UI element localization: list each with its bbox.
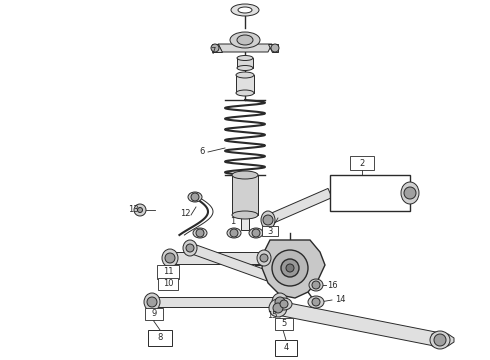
Bar xyxy=(236,75,254,93)
Circle shape xyxy=(271,44,279,52)
Ellipse shape xyxy=(232,171,258,179)
Text: 9: 9 xyxy=(151,310,157,319)
Ellipse shape xyxy=(237,35,253,45)
Circle shape xyxy=(252,229,260,237)
Text: 6: 6 xyxy=(199,148,205,157)
Text: 13: 13 xyxy=(128,206,138,215)
Ellipse shape xyxy=(237,66,253,71)
Bar xyxy=(157,265,179,279)
Circle shape xyxy=(186,244,194,252)
Bar xyxy=(275,340,297,356)
Circle shape xyxy=(281,259,299,277)
Text: 16: 16 xyxy=(327,280,337,289)
Polygon shape xyxy=(262,240,325,298)
Ellipse shape xyxy=(309,279,323,291)
Circle shape xyxy=(147,297,157,307)
Text: 7: 7 xyxy=(210,48,216,57)
Text: 12: 12 xyxy=(180,208,190,217)
Bar xyxy=(350,156,374,170)
Ellipse shape xyxy=(276,298,292,310)
Bar xyxy=(241,215,249,230)
Ellipse shape xyxy=(162,249,178,267)
Ellipse shape xyxy=(249,228,263,238)
Polygon shape xyxy=(170,252,264,264)
Circle shape xyxy=(280,300,288,308)
Polygon shape xyxy=(266,188,332,225)
Text: 11: 11 xyxy=(163,267,173,276)
Circle shape xyxy=(165,253,175,263)
Bar xyxy=(330,175,410,211)
Circle shape xyxy=(273,303,283,313)
Polygon shape xyxy=(188,243,270,281)
Bar xyxy=(158,278,178,290)
Circle shape xyxy=(286,264,294,272)
Circle shape xyxy=(191,193,199,201)
Bar xyxy=(148,330,172,346)
Polygon shape xyxy=(277,301,441,347)
Bar xyxy=(232,175,258,215)
Text: 2: 2 xyxy=(359,158,365,167)
Ellipse shape xyxy=(227,228,241,238)
Ellipse shape xyxy=(236,72,254,78)
Circle shape xyxy=(138,207,143,212)
Bar xyxy=(145,308,163,320)
Circle shape xyxy=(312,281,320,289)
Circle shape xyxy=(134,204,146,216)
Ellipse shape xyxy=(183,240,197,256)
Circle shape xyxy=(260,254,268,262)
Circle shape xyxy=(434,334,446,346)
Ellipse shape xyxy=(144,293,160,311)
Text: 1: 1 xyxy=(230,217,236,226)
Ellipse shape xyxy=(257,250,271,266)
Circle shape xyxy=(275,297,285,307)
Ellipse shape xyxy=(188,192,202,202)
Polygon shape xyxy=(152,297,280,307)
Circle shape xyxy=(272,250,308,286)
Ellipse shape xyxy=(230,32,260,48)
Circle shape xyxy=(404,187,416,199)
Text: 14: 14 xyxy=(335,296,345,305)
Circle shape xyxy=(196,229,204,237)
Ellipse shape xyxy=(272,293,288,311)
Text: 10: 10 xyxy=(163,279,173,288)
Polygon shape xyxy=(212,44,222,52)
Ellipse shape xyxy=(232,211,258,219)
Polygon shape xyxy=(268,44,278,52)
Ellipse shape xyxy=(430,331,450,349)
Bar xyxy=(237,58,253,68)
Ellipse shape xyxy=(236,90,254,96)
Circle shape xyxy=(312,298,320,306)
Bar xyxy=(275,318,293,330)
Ellipse shape xyxy=(231,4,259,16)
Text: 4: 4 xyxy=(283,343,289,352)
Text: 8: 8 xyxy=(157,333,163,342)
Text: 3: 3 xyxy=(268,226,273,235)
Ellipse shape xyxy=(193,228,207,238)
Circle shape xyxy=(230,229,238,237)
Circle shape xyxy=(211,44,219,52)
Ellipse shape xyxy=(238,7,252,13)
Circle shape xyxy=(263,215,273,225)
Ellipse shape xyxy=(261,211,275,229)
Ellipse shape xyxy=(308,296,324,308)
Text: 5: 5 xyxy=(281,320,287,328)
Ellipse shape xyxy=(269,299,287,317)
Text: 15: 15 xyxy=(267,310,277,320)
Bar xyxy=(262,226,278,236)
Ellipse shape xyxy=(401,182,419,204)
Polygon shape xyxy=(432,334,454,346)
Ellipse shape xyxy=(237,55,253,60)
Polygon shape xyxy=(218,44,272,52)
